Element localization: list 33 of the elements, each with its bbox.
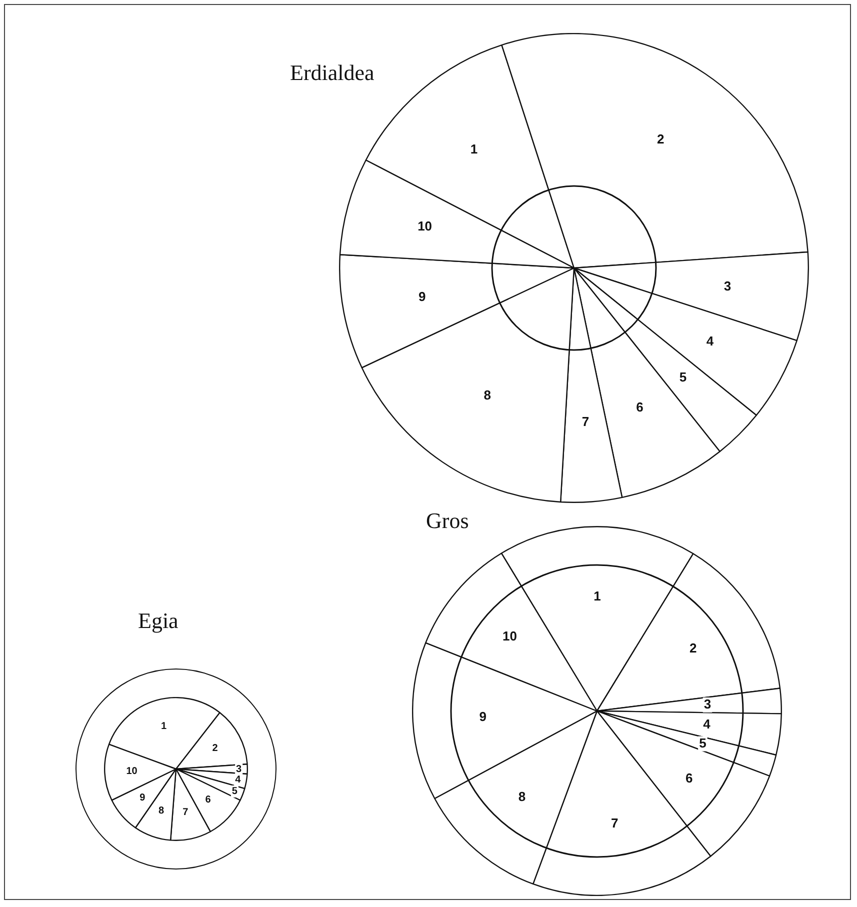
slice-label: 4 [703,716,712,732]
slice-label: 2 [689,640,697,656]
slice-label: 3 [704,696,712,712]
slice-label: 5 [699,735,706,750]
slice-label: 1 [470,142,478,157]
slice-label: 8 [158,805,164,816]
slice-label: 9 [418,288,426,304]
slice-label: 9 [140,792,146,804]
slice-label: 4 [706,333,714,348]
slice-label: 3 [236,764,242,775]
slice-label: 7 [582,414,590,429]
slice-label: 6 [205,794,212,806]
slice-label: 9 [479,709,486,724]
slice-label: 6 [686,770,693,786]
slice-label: 10 [126,766,138,777]
slice-label: 8 [518,788,526,804]
chart-title: Egia [138,608,178,634]
slice-label: 2 [212,742,218,754]
chart-title: Gros [426,508,469,534]
slice-label: 6 [636,400,644,415]
slice-label: 1 [594,588,601,604]
slice-label: 5 [679,369,687,384]
text: Erdialdea [290,60,374,86]
slice-label: 7 [182,807,189,818]
slice-label: 7 [611,816,618,831]
slice-label: 3 [724,278,732,294]
slice-label: 10 [502,628,517,644]
slice-label: 2 [657,131,664,146]
slice-label: 4 [235,774,242,786]
slice-label: 10 [418,218,432,234]
slice-label: 8 [484,388,491,403]
slice-label: 1 [161,721,168,732]
slice-label: 5 [232,786,238,798]
